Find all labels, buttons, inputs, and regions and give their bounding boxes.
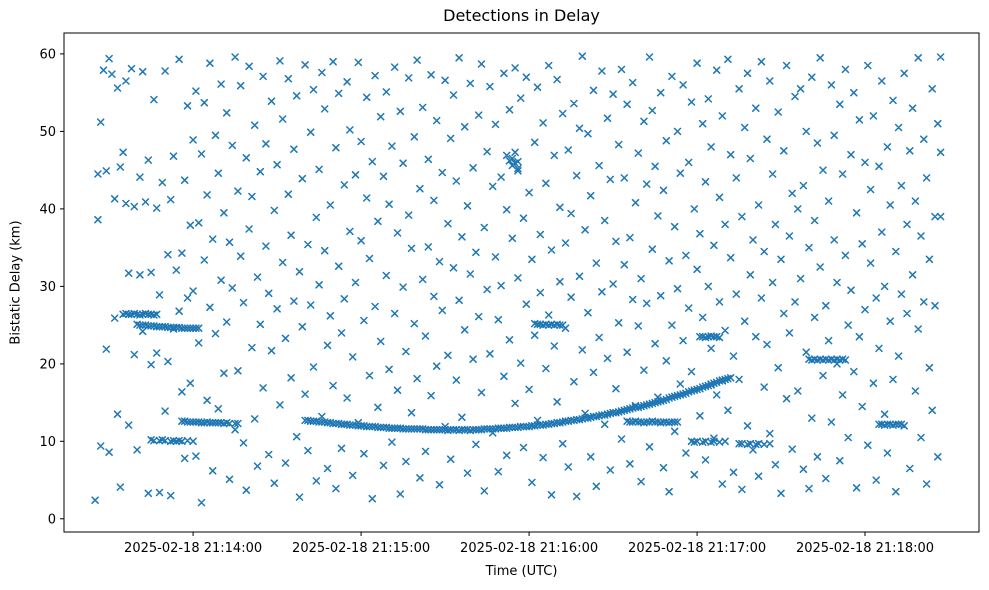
y-tick-label: 10	[39, 435, 56, 450]
x-tick-label: 2025-02-18 21:14:00	[124, 541, 262, 556]
y-tick-label: 0	[48, 512, 56, 527]
y-axis-label: Bistatic Delay (km)	[8, 220, 24, 345]
chart-title: Detections in Delay	[443, 6, 600, 25]
y-tick-label: 30	[39, 280, 56, 295]
x-tick-label: 2025-02-18 21:16:00	[460, 541, 598, 556]
x-tick-label: 2025-02-18 21:17:00	[628, 541, 766, 556]
y-tick-label: 40	[39, 202, 56, 217]
x-tick-label: 2025-02-18 21:15:00	[292, 541, 430, 556]
y-tick-label: 50	[39, 125, 56, 140]
plot-frame	[63, 32, 980, 533]
scatter-points	[91, 52, 945, 507]
y-tick-label: 20	[39, 357, 56, 372]
x-axis-label: Time (UTC)	[485, 564, 558, 579]
x-tick-label: 2025-02-18 21:18:00	[796, 541, 934, 556]
y-tick-label: 60	[39, 47, 56, 62]
